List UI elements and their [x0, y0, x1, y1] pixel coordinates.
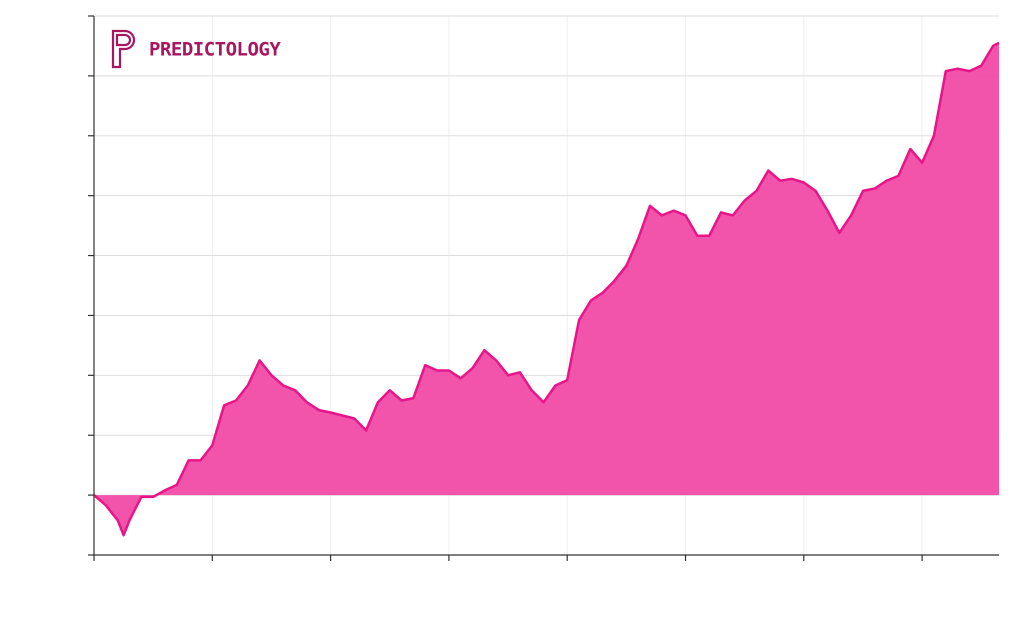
line [93, 41, 1000, 537]
logo-text: PREDICTOLOGY [149, 39, 281, 61]
logo-icon [111, 29, 136, 69]
area [94, 42, 999, 536]
logo: PREDICTOLOGY [111, 29, 282, 69]
